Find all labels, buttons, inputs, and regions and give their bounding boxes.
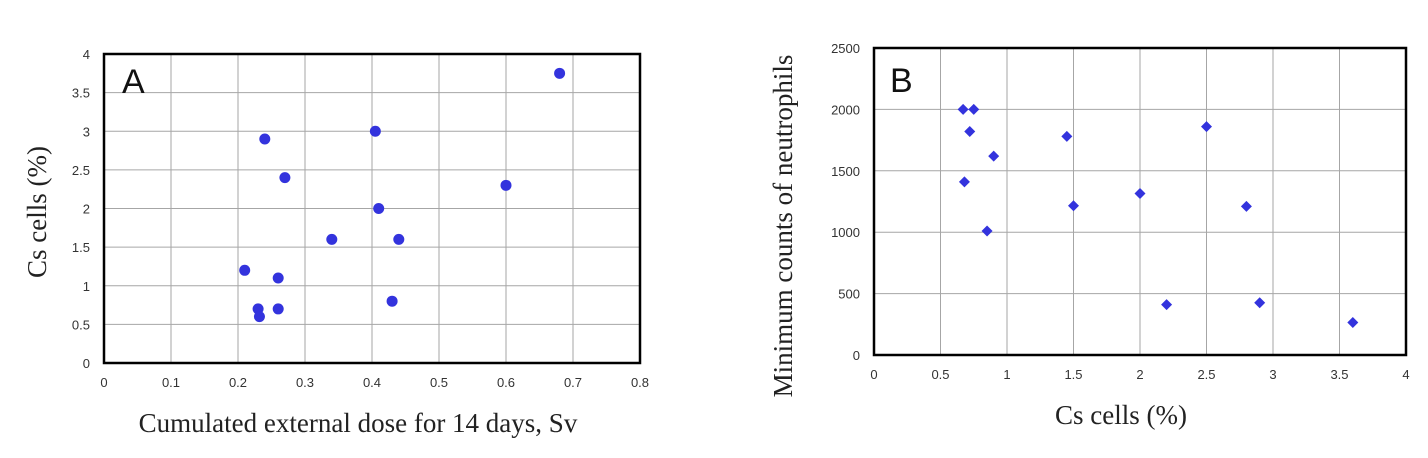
panel-a-letter: A: [122, 63, 145, 101]
panel-a-data-point-12: [500, 179, 512, 191]
panel-a-x-tick-label: 0.8: [631, 375, 649, 390]
panel-b-data-point-7: [1068, 200, 1079, 212]
panel-b-data-point-3: [988, 150, 1000, 162]
panel-b-data-point-8: [1134, 188, 1146, 200]
panel-a-y-tick-label: 4: [83, 47, 90, 62]
panel-a-y-axis-title: Cs cells (%): [22, 146, 52, 278]
panel-b-x-tick-label: 1.5: [1064, 367, 1082, 382]
panel-b-y-tick-label: 2000: [831, 102, 860, 117]
panel-b-data-point-2: [964, 126, 976, 138]
panel-a: 0 0.1 0.2 0.3 0.4 0.5 0.6 0.7 0.8 0 0.5 1 1.5 2 2.5 3 3…: [22, 47, 649, 438]
panel-a-y-tick-label: 3: [83, 124, 90, 139]
panel-b-y-tick-label: 2500: [831, 41, 860, 56]
panel-b-y-tick-label: 1000: [831, 225, 860, 240]
panel-a-x-tick-label: 0.2: [229, 375, 247, 390]
panel-b-x-tick-label: 0.5: [931, 367, 949, 382]
panel-b-letter: B: [890, 62, 913, 100]
panel-b-y-axis-title: Minimum counts of neutrophils: [768, 55, 798, 398]
panel-b-x-tick-label: 1: [1003, 367, 1010, 382]
panel-b-x-tick-labels: 0 0.5 1 1.5 2 2.5 3 3.5 4: [870, 367, 1409, 382]
panel-b-x-tick-label: 3: [1269, 367, 1276, 382]
panel-b: 0 0.5 1 1.5 2 2.5 3 3.5 4 0 500 1000 1500 2000 2500 B…: [768, 41, 1410, 430]
panel-a-data-point-6: [279, 172, 291, 184]
panel-b-x-tick-label: 0: [870, 367, 877, 382]
panel-b-data-point-1: [968, 103, 980, 115]
panel-a-data-point-9: [373, 203, 385, 214]
panel-a-y-tick-label: 1: [83, 279, 90, 294]
panel-b-data-point-5: [981, 225, 993, 237]
panel-b-plot-frame: [872, 46, 1408, 357]
panel-a-data-point-3: [259, 133, 271, 145]
panel-a-data-point-8: [369, 125, 381, 137]
panel-b-y-tick-label: 1500: [831, 164, 860, 179]
panel-b-x-axis-title: Cs cells (%): [1055, 400, 1187, 430]
panel-b-data-point-0: [957, 103, 969, 115]
panel-a-data-point-10: [386, 295, 398, 307]
panel-a-points: [239, 67, 566, 323]
panel-b-data-point-4: [958, 176, 970, 188]
panel-a-x-tick-label: 0.4: [363, 375, 381, 390]
panel-b-gridlines: [873, 47, 1407, 356]
panel-b-data-point-11: [1240, 200, 1252, 212]
panel-a-data-point-11: [393, 233, 405, 245]
panel-a-y-tick-label: 2.5: [72, 163, 90, 178]
panel-b-x-tick-label: 2.5: [1197, 367, 1215, 382]
panel-a-y-tick-label: 0: [83, 356, 90, 371]
panel-a-data-point-2: [253, 311, 265, 323]
panel-b-data-point-6: [1061, 130, 1073, 142]
panel-a-y-tick-label: 2: [83, 202, 90, 217]
panel-b-points: [957, 103, 1359, 328]
panel-b-y-tick-labels: 0 500 1000 1500 2000 2500: [831, 41, 860, 363]
panel-b-y-tick-label: 500: [838, 287, 860, 302]
panel-b-data-point-10: [1201, 121, 1212, 133]
panel-a-data-point-13: [554, 67, 566, 79]
panel-a-y-tick-label: 3.5: [72, 86, 90, 101]
panel-a-data-point-5: [272, 303, 284, 315]
panel-a-data-point-0: [239, 264, 251, 276]
panel-a-x-tick-label: 0: [100, 375, 107, 390]
panel-b-x-tick-label: 3.5: [1330, 367, 1348, 382]
panel-b-x-tick-label: 4: [1402, 367, 1409, 382]
panel-a-y-tick-labels: 0 0.5 1 1.5 2 2.5 3 3.5 4: [72, 47, 90, 371]
panel-b-x-tick-label: 2: [1136, 367, 1143, 382]
panel-b-data-point-9: [1161, 299, 1173, 311]
panel-a-x-tick-label: 0.3: [296, 375, 314, 390]
panel-a-gridlines: [103, 53, 641, 364]
panel-a-data-point-4: [272, 272, 284, 284]
panel-b-data-point-13: [1347, 316, 1359, 328]
panel-a-x-tick-label: 0.5: [430, 375, 448, 390]
panel-a-y-tick-label: 0.5: [72, 317, 90, 332]
panel-a-x-tick-labels: 0 0.1 0.2 0.3 0.4 0.5 0.6 0.7 0.8: [100, 375, 649, 390]
panel-a-y-tick-label: 1.5: [72, 240, 90, 255]
panel-a-x-axis-title: Cumulated external dose for 14 days, Sv: [139, 408, 578, 438]
panel-a-x-tick-label: 0.1: [162, 375, 180, 390]
panel-b-y-tick-label: 0: [853, 348, 860, 363]
panel-a-plot-frame: [102, 52, 642, 365]
panel-b-data-point-12: [1254, 297, 1266, 309]
panel-a-data-point-7: [326, 233, 338, 245]
panel-a-x-tick-label: 0.7: [564, 375, 582, 390]
panel-a-x-tick-label: 0.6: [497, 375, 515, 390]
